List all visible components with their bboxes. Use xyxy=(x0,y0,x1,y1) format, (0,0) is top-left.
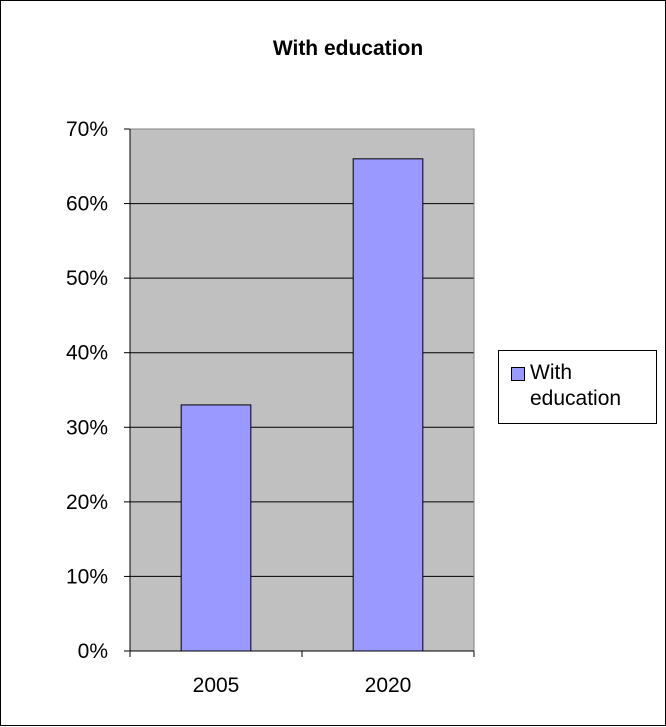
y-tick-label: 70% xyxy=(66,118,108,141)
chart-title: With education xyxy=(272,37,424,60)
legend-swatch xyxy=(511,367,525,381)
x-tick-label: 2020 xyxy=(365,674,412,697)
bar xyxy=(180,404,252,652)
y-tick-label: 10% xyxy=(66,565,108,588)
y-tick-label: 30% xyxy=(66,416,108,439)
legend: With education xyxy=(498,350,657,424)
y-tick-label: 40% xyxy=(66,342,108,365)
y-tick-label: 50% xyxy=(66,267,108,290)
y-tick-label: 60% xyxy=(66,193,108,216)
bar xyxy=(352,158,424,652)
plot-area: 0% 10% 20% 30% 40% 50% 60% 70% 2005 2020 xyxy=(66,118,475,697)
legend-label: With education xyxy=(530,361,622,410)
y-tick-label: 20% xyxy=(66,491,108,514)
x-tick-label: 2005 xyxy=(193,674,240,697)
y-tick-label: 0% xyxy=(78,640,108,663)
